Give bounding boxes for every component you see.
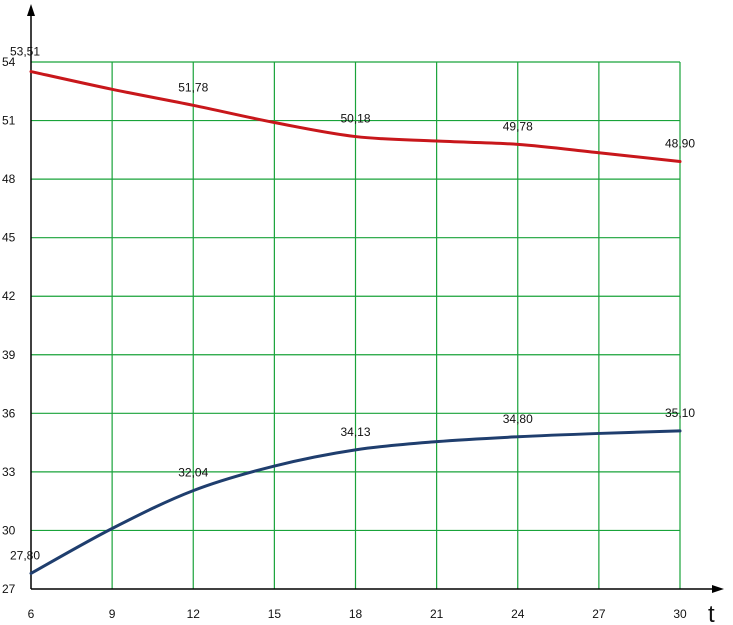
data-label: 50,18 [340,112,370,126]
y-tick-label: 27 [2,582,16,596]
x-tick-label: 18 [349,607,363,621]
y-tick-label: 54 [2,55,16,69]
series-line-1 [29,70,682,164]
x-tick-label: 15 [268,607,282,621]
data-label: 51,78 [178,80,208,94]
axes [27,4,724,593]
data-label: 34,80 [503,412,533,426]
data-label: 32,04 [178,466,208,480]
y-axis-arrow-icon [27,4,35,16]
data-label: 49,78 [503,119,533,133]
y-tick-label: 42 [2,289,16,303]
y-tick-label: 33 [2,465,16,479]
x-tick-label: 21 [430,607,444,621]
data-labels: 53,51 51,78 50,18 49,78 48,90 27,80 32,04 34,13… [10,45,695,563]
x-tick-label: 30 [673,607,687,621]
data-label: 48,90 [665,137,695,151]
data-label: 53,51 [10,45,40,59]
x-tick-label: 6 [28,607,35,621]
tick-labels: 6 9 12 15 18 21 24 27 30 27 30 33 36 39 42 45 48 51 54 [2,55,687,621]
x-tick-label: 27 [592,607,606,621]
y-tick-label: 30 [2,523,16,537]
x-axis-arrow-icon [712,585,724,593]
x-tick-label: 24 [511,607,525,621]
series-lines [29,70,682,575]
data-label: 34,13 [340,425,370,439]
x-tick-label: 12 [187,607,201,621]
y-tick-label: 36 [2,406,16,420]
y-tick-label: 45 [2,231,16,245]
x-axis-label: t [708,601,715,625]
y-tick-label: 51 [2,114,16,128]
data-label: 35,10 [665,406,695,420]
y-tick-label: 48 [2,172,16,186]
x-tick-label: 9 [109,607,116,621]
grid-lines [31,61,681,589]
y-tick-label: 39 [2,348,16,362]
series-line-2 [29,429,682,575]
data-label: 27,80 [10,548,40,562]
